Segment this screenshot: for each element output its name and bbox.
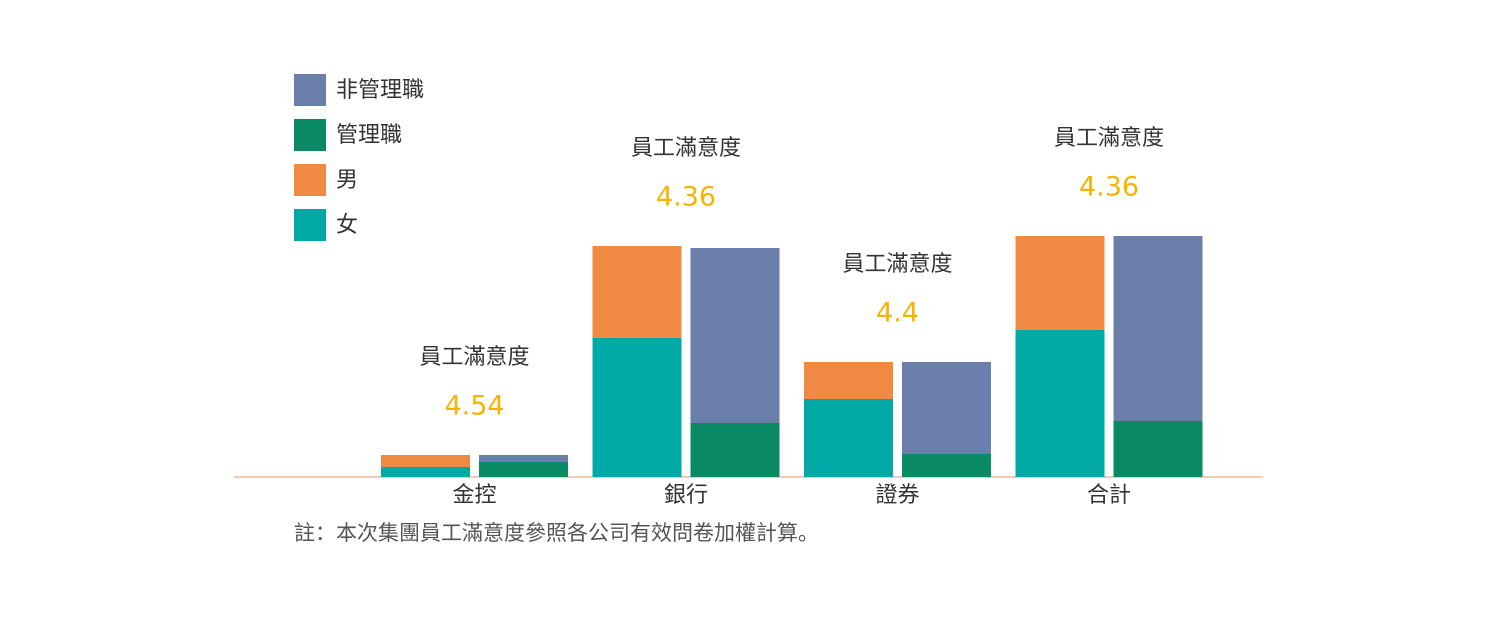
bar-segment [479, 462, 568, 477]
legend-swatch [294, 209, 326, 241]
bar-segment [479, 455, 568, 462]
bar-segment [592, 338, 682, 477]
legend-label: 非管理職 [336, 78, 424, 103]
bar-segment [804, 362, 893, 399]
bar-segment [381, 455, 470, 467]
legend-label: 管理職 [336, 123, 402, 148]
bar-segment [690, 248, 780, 423]
annotation-label: 員工滿意度 [1054, 126, 1164, 151]
bar-segment [1113, 236, 1203, 421]
bar-segment [592, 246, 682, 338]
annotation-value: 4.4 [876, 298, 919, 329]
bar-segment [690, 423, 780, 477]
annotation-label: 員工滿意度 [631, 136, 741, 161]
legend-label: 男 [336, 168, 358, 193]
legend-swatch [294, 74, 326, 106]
legend-swatch [294, 164, 326, 196]
annotation-value: 4.36 [656, 182, 716, 213]
legend-label: 女 [336, 213, 358, 238]
bar-segment [804, 399, 893, 477]
bar-segment [1015, 236, 1105, 330]
bar-segment [1015, 330, 1105, 477]
bar-segment [902, 454, 991, 477]
x-tick-label: 銀行 [664, 483, 708, 508]
annotation-label: 員工滿意度 [842, 252, 952, 277]
annotation-value: 4.36 [1079, 172, 1139, 203]
x-tick-label: 金控 [452, 483, 496, 508]
annotation-label: 員工滿意度 [419, 345, 529, 370]
annotation-value: 4.54 [444, 391, 504, 422]
bar-segment [902, 362, 991, 454]
footnote: 註：本次集團員工滿意度參照各公司有效問卷加權計算。 [294, 521, 819, 545]
x-tick-label: 證券 [875, 483, 919, 508]
bar-segment [381, 467, 470, 477]
bar-segment [1113, 421, 1203, 477]
x-tick-label: 合計 [1087, 483, 1131, 508]
legend-swatch [294, 119, 326, 151]
